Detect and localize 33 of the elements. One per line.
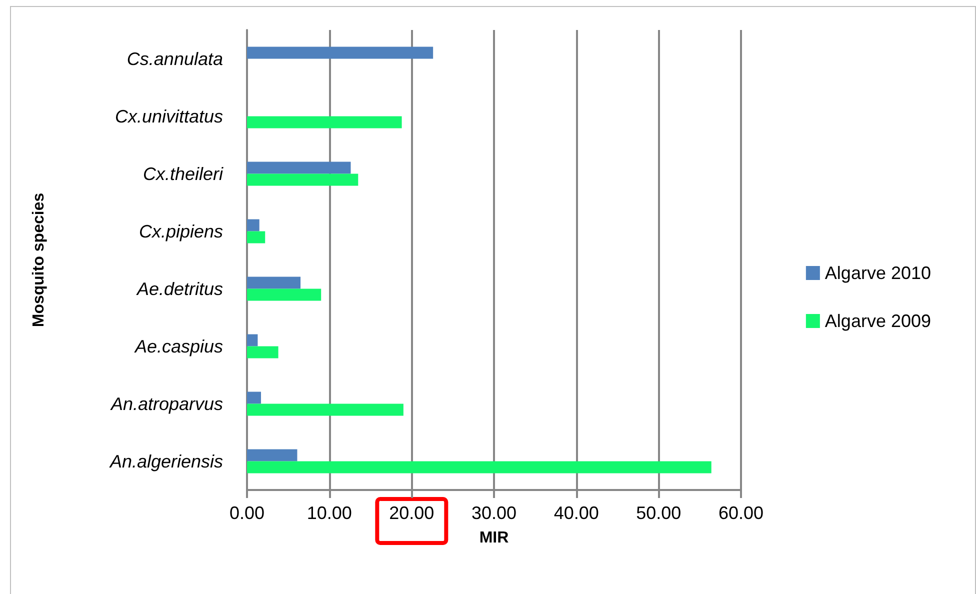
- y-tick-label: Cx.theileri: [142, 164, 224, 184]
- y-tick-label: An.atroparvus: [110, 394, 223, 414]
- x-tick-label: 30.00: [471, 503, 517, 523]
- y-axis-title: Mosquito species: [30, 192, 48, 328]
- y-tick-label: Ae.caspius: [134, 336, 223, 356]
- y-tick-label: Cx.univittatus: [114, 106, 223, 126]
- bar: [247, 276, 301, 289]
- bar: [247, 219, 260, 232]
- bar: [247, 334, 258, 346]
- bar: [247, 392, 261, 404]
- bar: [247, 288, 322, 301]
- bar: [247, 346, 278, 358]
- bar: [247, 404, 404, 416]
- x-tick-label: 50.00: [636, 503, 682, 523]
- x-tick-label: 60.00: [718, 503, 764, 523]
- bar: [247, 449, 298, 462]
- legend-label: Algarve 2009: [824, 311, 932, 331]
- x-tick-label: 40.00: [554, 503, 599, 523]
- bar: [247, 46, 434, 59]
- legend-label: Algarve 2010: [824, 263, 932, 283]
- bar: [247, 162, 351, 174]
- bar: [247, 231, 266, 244]
- y-tick-label: An.algeriensis: [108, 451, 223, 472]
- y-tick-label: Ae.detritus: [136, 278, 223, 299]
- x-tick-label: 10.00: [306, 503, 352, 523]
- y-tick-label: Cs.annulata: [126, 48, 223, 69]
- bar: [247, 116, 402, 128]
- y-tick-label: Cx.pipiens: [138, 221, 223, 242]
- bar: [247, 461, 712, 474]
- x-tick-label: 20.00: [389, 503, 434, 523]
- bar: [247, 174, 358, 186]
- x-tick-label: 0.00: [229, 503, 265, 523]
- x-axis-title: MIR: [479, 530, 510, 546]
